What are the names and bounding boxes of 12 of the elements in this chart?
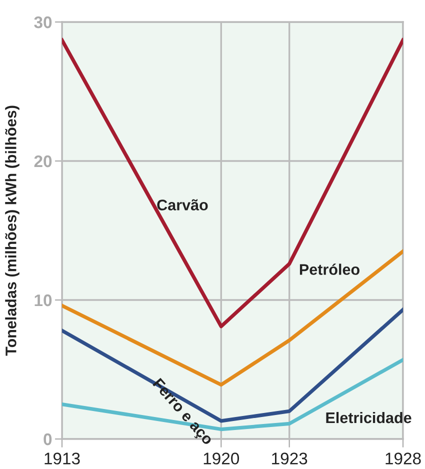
y-tick-label: 30 xyxy=(34,16,52,28)
series-label: Petróleo xyxy=(300,264,360,275)
x-tick-label: 1920 xyxy=(204,452,240,464)
x-tick-label: 1928 xyxy=(386,452,421,464)
series-label: Eletricidade xyxy=(326,412,412,424)
y-tick-label: 20 xyxy=(34,155,52,168)
x-tick-label: 1913 xyxy=(44,452,80,464)
x-tick-label: 1923 xyxy=(272,452,308,464)
y-tick-label: 0 xyxy=(44,433,52,446)
y-axis-title: Toneladas (milhões) kWh (bilhões) xyxy=(5,106,20,356)
y-tick-label: 10 xyxy=(34,294,52,306)
series-label: Carvão xyxy=(157,199,208,210)
